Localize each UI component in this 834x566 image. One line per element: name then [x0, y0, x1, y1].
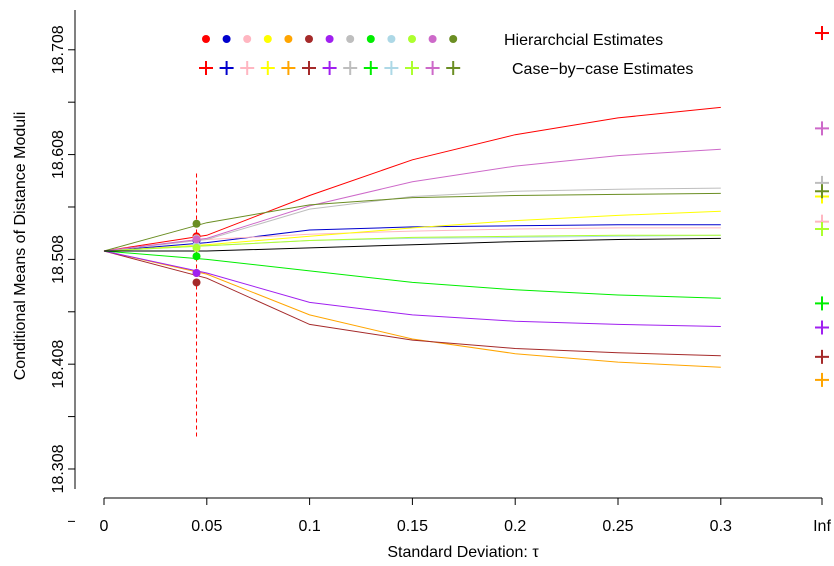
y-tick-label: 18.508 [50, 235, 67, 284]
x-tick-label: 0.25 [602, 518, 633, 535]
hierarchical-point-13 [192, 219, 201, 228]
legend-plus-3 [240, 61, 255, 75]
legend-plus-6 [302, 61, 316, 75]
hierarchical-points [192, 219, 201, 287]
x-tick-label: 0 [100, 518, 109, 535]
y-tick-label: 18.308 [50, 444, 67, 493]
hierarchical-point-11 [192, 243, 201, 252]
legend-plus-10 [384, 61, 399, 75]
legend-plus-8 [343, 61, 358, 75]
hierarchical-point-12 [192, 235, 201, 244]
series-line-13 [103, 192, 721, 252]
series-line-4 [103, 210, 721, 252]
series-line-7 [103, 250, 721, 327]
series-line-6 [103, 250, 721, 357]
x-tick-label: 0.2 [504, 518, 526, 535]
legend-plus-2 [219, 61, 234, 75]
legend-dot-6 [305, 35, 313, 43]
legend-plus-4 [260, 61, 275, 75]
legend-dot-10 [387, 35, 396, 43]
inf-point-5 [815, 372, 829, 387]
legend: Hierarchcial Estimates Case−by−case Esti… [199, 32, 693, 78]
inf-points [815, 26, 829, 387]
inf-point-12 [815, 121, 829, 136]
hierarchical-point-6 [192, 278, 201, 287]
legend-dot-11 [408, 35, 416, 43]
y-axis-title: Conditional Means of Distance Moduli [12, 112, 29, 381]
series-line-14 [104, 237, 721, 252]
inf-point-6 [815, 349, 829, 364]
legend-dot-5 [284, 35, 293, 43]
x-tick-label: 0.15 [397, 518, 428, 535]
legend-dot-9 [366, 35, 375, 43]
x-axis-title: Standard Deviation: τ [387, 544, 539, 561]
series-line-12 [103, 148, 721, 252]
legend-plus-13 [446, 61, 461, 75]
axes: 18.308 18.408 18.508 18.608 18.708 0 0.05 0.1 0.… [50, 10, 823, 535]
legend-plus-5 [281, 61, 296, 75]
legend-plus-1 [199, 61, 213, 75]
legend-dot-4 [263, 35, 272, 43]
legend-dot-12 [428, 35, 437, 43]
series-line-9 [103, 250, 721, 299]
y-tick-label: 18.708 [50, 25, 67, 74]
y-tick-label: 18.408 [50, 340, 67, 389]
legend-dot-8 [346, 35, 355, 43]
legend-case-label: Case−by−case Estimates [512, 61, 693, 78]
inf-point-9 [815, 296, 829, 311]
inf-point-13 [815, 184, 829, 199]
hierarchical-point-7 [192, 269, 201, 278]
legend-plus-11 [405, 61, 419, 75]
legend-dot-13 [449, 35, 458, 43]
legend-dot-3 [243, 35, 252, 43]
series-line-1 [103, 106, 721, 252]
series-line-8 [103, 187, 721, 252]
legend-plus-7 [322, 61, 337, 75]
series-line-5 [103, 250, 721, 368]
x-tick-label: 0.3 [710, 518, 732, 535]
legend-plus-12 [425, 61, 440, 75]
x-tick-label: 0.1 [298, 518, 320, 535]
x-tick-label: 0.05 [191, 518, 222, 535]
legend-dot-7 [325, 35, 334, 43]
inf-point-11 [815, 221, 829, 236]
series-lines [103, 106, 721, 368]
legend-hierarchical-label: Hierarchcial Estimates [504, 32, 663, 49]
legend-dot-2 [222, 35, 231, 43]
y-tick-label: 18.608 [50, 130, 67, 179]
legend-plus-9 [363, 61, 378, 75]
series-line-11 [103, 234, 721, 252]
inf-point-7 [815, 320, 829, 335]
series-line-2 [103, 224, 721, 252]
legend-dot-1 [202, 35, 210, 43]
inf-point-1 [815, 26, 829, 41]
x-tick-label-inf: Inf [813, 518, 831, 535]
hierarchical-point-9 [192, 252, 201, 261]
